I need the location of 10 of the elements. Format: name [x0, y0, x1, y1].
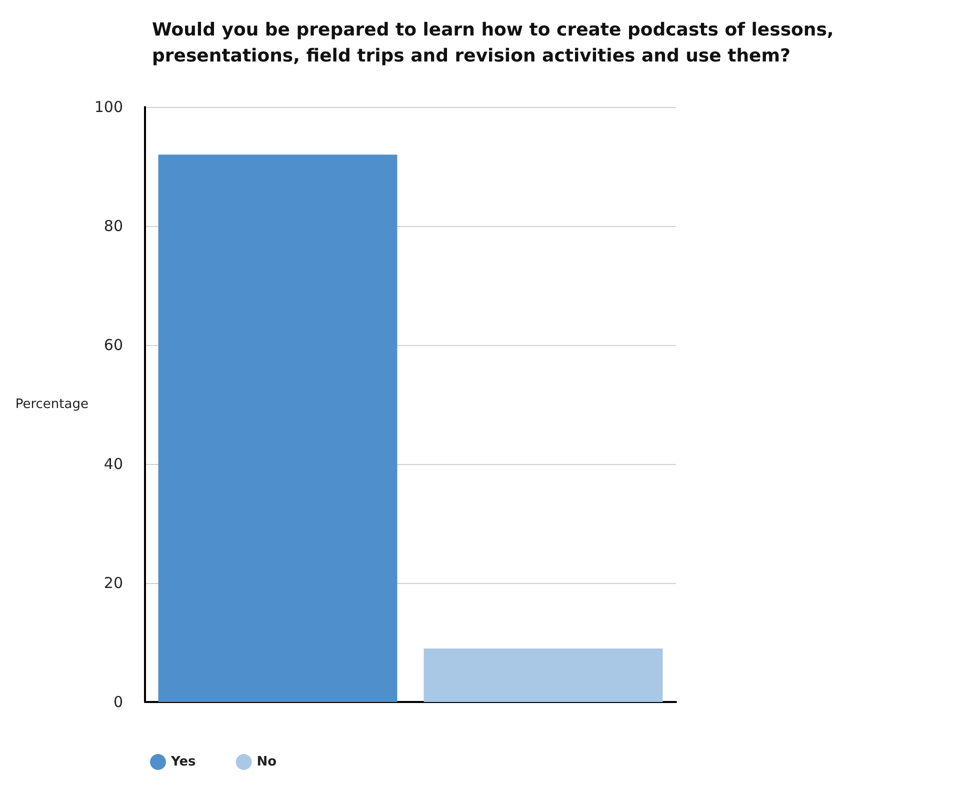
- y-axis-title: Percentage: [15, 397, 88, 412]
- chart-title: Would you be prepared to learn how to create podcasts of lessons, presentations, field trips and revision activities and use them?: [152, 20, 834, 66]
- legend-label: Yes: [170, 754, 196, 770]
- legend-label: No: [256, 754, 277, 770]
- y-tick-label: 20: [104, 574, 123, 592]
- y-tick-label: 40: [104, 455, 123, 473]
- y-tick-label: 100: [94, 98, 123, 116]
- y-tick-label: 60: [104, 336, 123, 354]
- y-tick-label: 80: [104, 217, 123, 235]
- y-tick-label: 0: [113, 693, 123, 711]
